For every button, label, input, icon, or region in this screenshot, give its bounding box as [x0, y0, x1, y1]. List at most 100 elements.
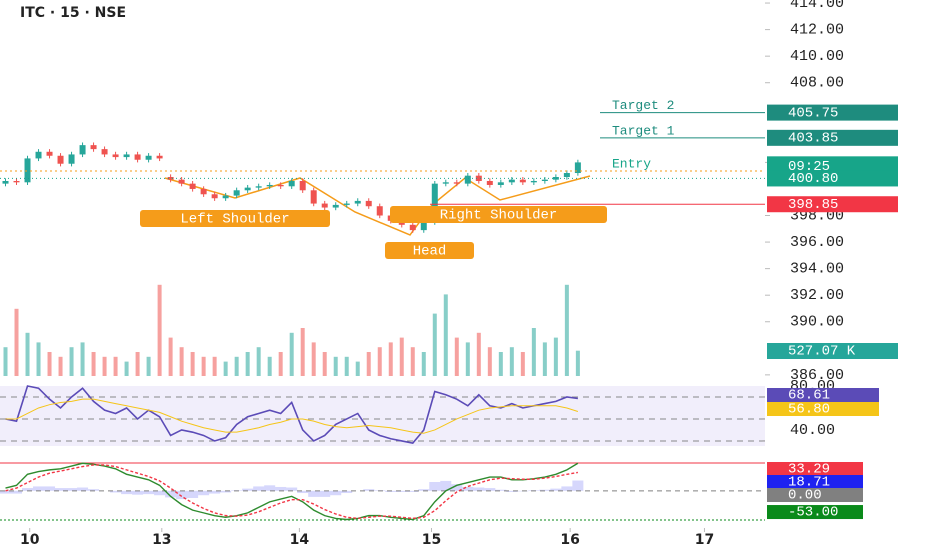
- osc-hist: [396, 490, 408, 492]
- osc-badge: [767, 505, 863, 520]
- volume-bar: [267, 356, 272, 376]
- volume-bar: [366, 352, 371, 376]
- volume-bar: [388, 342, 393, 376]
- volume-bar: [157, 284, 162, 376]
- candle-body: [68, 154, 75, 164]
- candle-body: [79, 145, 86, 155]
- osc-hist: [187, 490, 199, 498]
- volume-bar: [300, 328, 305, 376]
- candle-body: [24, 158, 31, 183]
- candle-body: [288, 180, 295, 187]
- volume-bar: [113, 356, 118, 376]
- volume-bar: [410, 347, 415, 376]
- osc-hist: [22, 488, 34, 491]
- volume-bar: [135, 352, 140, 376]
- osc-hist: [220, 490, 232, 493]
- volume-bar: [245, 352, 250, 376]
- osc-line: [5, 462, 579, 521]
- osc-hist: [44, 486, 56, 491]
- candle-body: [90, 145, 97, 150]
- candle-body: [211, 194, 218, 199]
- candle-body: [189, 183, 196, 189]
- annotation-text: Right Shoulder: [440, 208, 558, 224]
- volume-bar: [487, 347, 492, 376]
- level-badge: [767, 104, 898, 121]
- volume-bar: [399, 337, 404, 376]
- osc-hist: [66, 488, 78, 491]
- volume-bar: [3, 347, 8, 376]
- candle-body: [35, 151, 42, 159]
- candle-body: [442, 182, 449, 184]
- pattern-line: [164, 175, 591, 236]
- candle-body: [409, 224, 416, 231]
- y-tick-label: 408.00: [790, 75, 844, 92]
- volume-bar: [278, 352, 283, 376]
- osc-hist: [418, 489, 430, 491]
- candle-body: [156, 155, 163, 159]
- volume-bar: [498, 352, 503, 376]
- osc-hist: [88, 489, 100, 491]
- candle-body: [200, 188, 207, 195]
- candle-body: [431, 183, 438, 223]
- osc-hist: [165, 490, 177, 498]
- candle-body: [574, 162, 581, 174]
- y-tick-label: 396.00: [790, 234, 844, 251]
- volume-bar: [190, 352, 195, 376]
- volume-bar: [553, 337, 558, 376]
- x-tick-label: 16: [560, 532, 579, 548]
- volume-bar: [476, 332, 481, 376]
- volume-bar: [146, 356, 151, 376]
- osc-hist: [198, 490, 210, 496]
- osc-hist: [143, 490, 155, 495]
- osc-hist: [33, 486, 45, 491]
- osc-hist: [451, 484, 463, 491]
- osc-value-label: 18.71: [788, 475, 830, 491]
- stop-badge: [767, 196, 898, 213]
- osc-hist: [429, 482, 441, 491]
- candle-body: [420, 222, 427, 231]
- candle-body: [145, 155, 152, 160]
- candle-body: [354, 200, 361, 204]
- volume-bar: [124, 361, 129, 376]
- candle-body: [519, 179, 526, 183]
- y-tick-label: 392.00: [790, 287, 844, 304]
- x-tick-label: 17: [695, 532, 714, 548]
- osc-hist: [209, 490, 221, 494]
- volume-bar: [333, 356, 338, 376]
- osc-hist: [11, 490, 23, 494]
- candle-body: [365, 200, 372, 207]
- candle-body: [497, 182, 504, 185]
- candle-body: [563, 173, 570, 178]
- annotation-box: [140, 210, 330, 227]
- volume-bar: [421, 352, 426, 376]
- level-name: Entry: [612, 156, 651, 171]
- level-badge: [767, 129, 898, 146]
- volume-bar: [47, 352, 52, 376]
- osc-hist: [121, 490, 133, 495]
- osc-hist: [297, 490, 309, 494]
- volume-bar: [25, 332, 30, 376]
- candle-body: [552, 177, 559, 180]
- osc-hist: [539, 489, 551, 491]
- candle-body: [464, 175, 471, 184]
- osc-hist: [462, 486, 474, 491]
- x-tick-label: 13: [152, 532, 171, 548]
- osc-hist: [363, 489, 375, 491]
- volume-bar: [454, 337, 459, 376]
- volume-bar: [575, 350, 580, 376]
- candle-body: [13, 180, 20, 183]
- osc-hist: [110, 490, 122, 493]
- volume-bar: [322, 352, 327, 376]
- volume-bar: [80, 342, 85, 376]
- candle-body: [376, 206, 383, 216]
- candle-body: [475, 175, 482, 181]
- level-label: 405.75: [788, 105, 838, 121]
- y-tick-label: 390.00: [790, 314, 844, 331]
- candle-body: [453, 182, 460, 184]
- rsi-value-label: 68.61: [788, 388, 830, 404]
- y-tick-label: 414.00: [790, 0, 844, 12]
- x-tick-label: 15: [422, 532, 441, 548]
- volume-bar: [69, 347, 74, 376]
